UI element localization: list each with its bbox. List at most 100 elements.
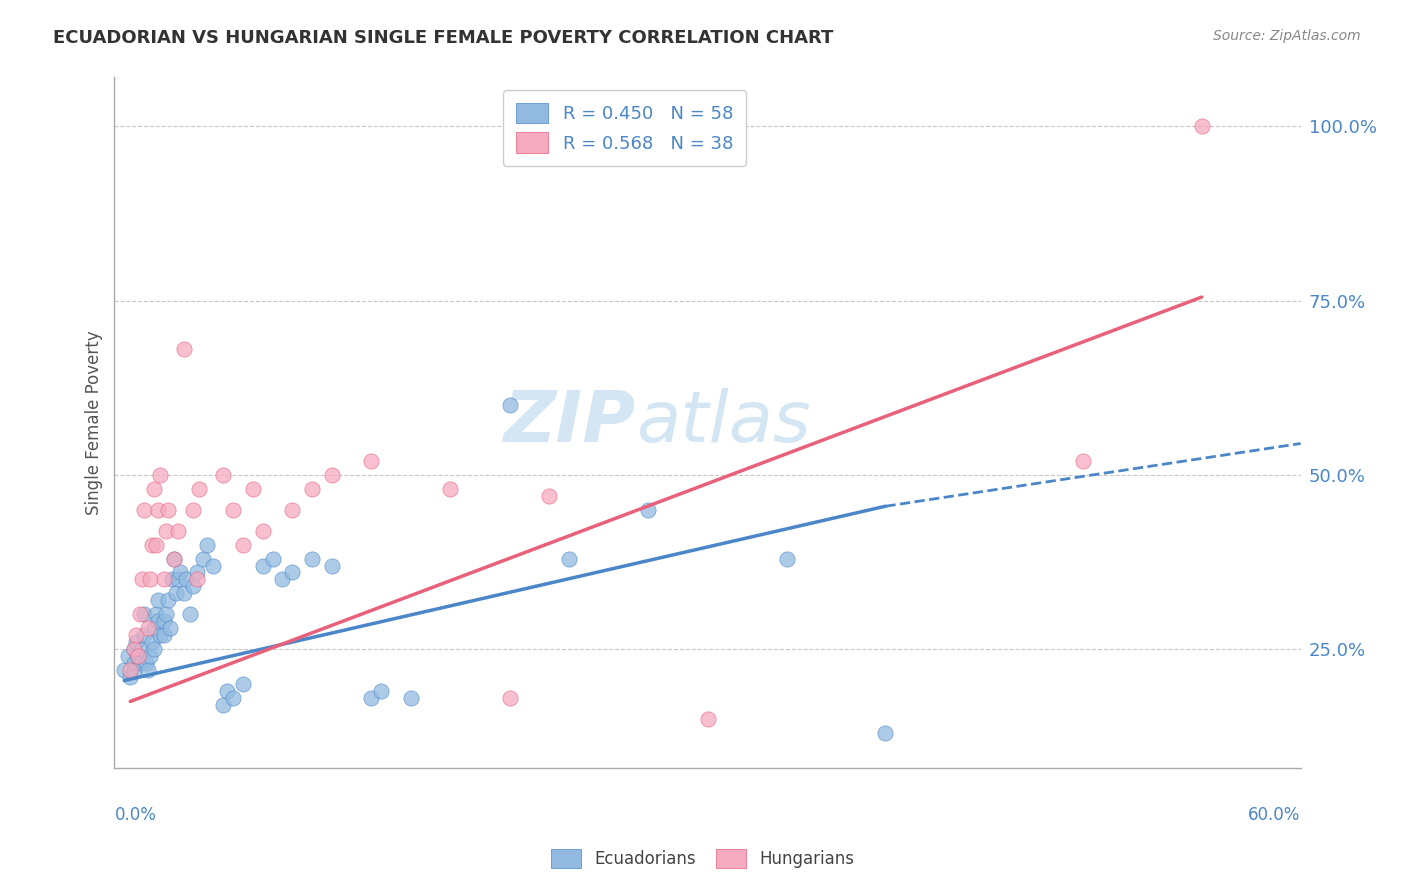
Point [262, 551, 284, 566]
Point [1071, 454, 1094, 468]
Point [155, 607, 177, 622]
Point [145, 607, 167, 622]
Point [139, 649, 162, 664]
Point [558, 551, 581, 566]
Point [142, 642, 165, 657]
Legend: R = 0.450   N = 58, R = 0.568   N = 38: R = 0.450 N = 58, R = 0.568 N = 38 [503, 90, 745, 166]
Y-axis label: Single Female Poverty: Single Female Poverty [86, 330, 103, 515]
Point [141, 635, 163, 649]
Point [146, 593, 169, 607]
Point [217, 684, 239, 698]
Point [166, 573, 188, 587]
Point [370, 684, 392, 698]
Text: Source: ZipAtlas.com: Source: ZipAtlas.com [1213, 29, 1361, 43]
Point [242, 482, 264, 496]
Point [142, 482, 165, 496]
Point [188, 482, 211, 496]
Point [179, 607, 201, 622]
Point [136, 621, 159, 635]
Point [156, 593, 179, 607]
Point [149, 467, 172, 482]
Point [132, 502, 155, 516]
Point [127, 649, 149, 664]
Point [301, 482, 323, 496]
Point [125, 628, 148, 642]
Point [149, 628, 172, 642]
Point [127, 649, 149, 664]
Point [122, 642, 145, 657]
Point [173, 586, 195, 600]
Text: 0.0%: 0.0% [114, 805, 156, 823]
Point [159, 621, 181, 635]
Point [132, 628, 155, 642]
Point [166, 524, 188, 538]
Point [222, 690, 245, 705]
Point [193, 551, 215, 566]
Point [131, 642, 153, 657]
Point [120, 663, 142, 677]
Point [142, 621, 165, 635]
Point [117, 649, 139, 664]
Point [163, 551, 186, 566]
Point [360, 454, 382, 468]
Point [271, 573, 294, 587]
Point [875, 726, 897, 740]
Point [129, 607, 152, 622]
Point [183, 579, 205, 593]
Point [1191, 120, 1213, 134]
Text: 60.0%: 60.0% [1249, 805, 1301, 823]
Point [439, 482, 461, 496]
Text: ECUADORIAN VS HUNGARIAN SINGLE FEMALE POVERTY CORRELATION CHART: ECUADORIAN VS HUNGARIAN SINGLE FEMALE PO… [53, 29, 834, 46]
Point [212, 467, 235, 482]
Point [301, 551, 323, 566]
Point [160, 573, 183, 587]
Point [775, 551, 797, 566]
Point [146, 502, 169, 516]
Point [145, 538, 167, 552]
Point [153, 628, 176, 642]
Point [222, 502, 245, 516]
Point [125, 635, 148, 649]
Point [122, 642, 145, 657]
Point [321, 467, 343, 482]
Text: atlas: atlas [637, 388, 811, 457]
Point [252, 524, 274, 538]
Point [202, 558, 225, 573]
Point [155, 524, 177, 538]
Point [281, 502, 304, 516]
Point [141, 538, 163, 552]
Point [153, 615, 176, 629]
Point [360, 690, 382, 705]
Point [112, 663, 135, 677]
Point [232, 538, 254, 552]
Point [499, 398, 522, 412]
Point [212, 698, 235, 712]
Point [637, 502, 659, 516]
Point [232, 677, 254, 691]
Point [186, 573, 208, 587]
Point [252, 558, 274, 573]
Point [153, 573, 176, 587]
Point [696, 712, 718, 726]
Point [169, 566, 191, 580]
Legend: Ecuadorians, Hungarians: Ecuadorians, Hungarians [544, 842, 862, 875]
Point [538, 489, 561, 503]
Point [129, 656, 152, 670]
Text: ZIP: ZIP [505, 388, 637, 457]
Point [146, 615, 169, 629]
Point [163, 551, 186, 566]
Point [399, 690, 422, 705]
Point [281, 566, 304, 580]
Point [122, 663, 145, 677]
Point [174, 573, 197, 587]
Point [321, 558, 343, 573]
Point [499, 690, 522, 705]
Point [186, 566, 208, 580]
Point [136, 663, 159, 677]
Point [122, 656, 145, 670]
Point [173, 343, 195, 357]
Point [156, 502, 179, 516]
Point [132, 607, 155, 622]
Point [195, 538, 218, 552]
Point [131, 573, 153, 587]
